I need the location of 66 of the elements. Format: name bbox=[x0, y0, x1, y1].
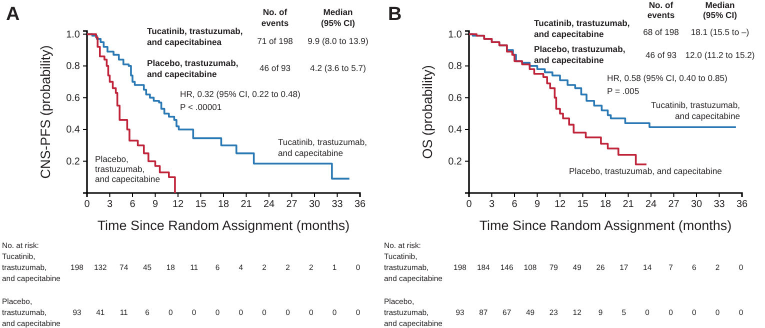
y-tick-label: 0.4 bbox=[448, 124, 462, 136]
series-label: Tucatinib, trastuzumab, and capecitabine bbox=[278, 137, 368, 158]
x-tick-label: 21 bbox=[622, 199, 634, 210]
x-tick-label: 12 bbox=[554, 199, 566, 210]
x-tick-label: 36 bbox=[736, 199, 748, 210]
x-tick-label: 0 bbox=[84, 199, 90, 210]
series-label: Tucatinib, trastuzumab, and capecitabine bbox=[650, 100, 740, 121]
y-tick-label: 1.0 bbox=[66, 29, 80, 40]
annotation: 9.9 (8.0 to 13.9) bbox=[308, 36, 368, 46]
x-tick-label: 9 bbox=[534, 199, 540, 210]
annotation: 46 of 93 bbox=[259, 63, 291, 73]
x-tick-label: 15 bbox=[577, 199, 589, 210]
y-tick-label: 0.6 bbox=[66, 92, 80, 104]
y-tick-label: 0.4 bbox=[66, 124, 80, 136]
x-tick-label: 9 bbox=[152, 199, 158, 210]
y-tick-label: 0.2 bbox=[66, 156, 80, 168]
text: No. of events bbox=[647, 0, 675, 20]
x-tick-label: 12 bbox=[172, 199, 184, 210]
x-tick-label: 27 bbox=[286, 199, 298, 210]
y-axis-title: OS (probability) bbox=[420, 65, 435, 159]
x-tick-label: 27 bbox=[668, 199, 680, 210]
x-tick-label: 6 bbox=[512, 199, 518, 210]
x-tick-label: 6 bbox=[130, 199, 136, 210]
y-axis-title: CNS-PFS (probability) bbox=[38, 45, 53, 179]
x-tick-label: 15 bbox=[195, 199, 207, 210]
text: Median (95% CI) bbox=[321, 7, 356, 28]
y-tick-label: 0.2 bbox=[448, 156, 462, 168]
x-tick-label: 33 bbox=[714, 199, 726, 210]
annotation: Placebo, trastuzumab, and capecitabine bbox=[534, 44, 626, 65]
annotation: Placebo, trastuzumab, and capecitabine bbox=[147, 58, 238, 79]
annotation: Tucatinib, trastuzumab, and capecitabinea bbox=[147, 26, 243, 47]
annotation: 4.2 (3.6 to 5.7) bbox=[310, 63, 366, 73]
y-tick-label: 1.0 bbox=[448, 29, 462, 40]
annotation: 71 of 198 bbox=[257, 36, 294, 46]
annotation: 18.1 (15.5 to –) bbox=[690, 27, 750, 37]
annotation: HR, 0.32 (95% CI, 0.22 to 0.48) bbox=[180, 89, 301, 99]
annotation: P = .005 bbox=[607, 86, 640, 96]
series-label: Placebo, trastuzumab, and capecitabine bbox=[95, 154, 160, 184]
x-tick-label: 21 bbox=[240, 199, 252, 210]
annotation: Tucatinib, trastuzumab, and capecitabine bbox=[534, 18, 630, 39]
y-tick-label: 0.8 bbox=[448, 61, 462, 72]
x-tick-label: 3 bbox=[106, 199, 113, 210]
text: Median (95% CI) bbox=[703, 0, 738, 20]
x-tick-label: 36 bbox=[354, 199, 366, 210]
annotation: 68 of 198 bbox=[643, 27, 680, 37]
x-tick-label: 0 bbox=[466, 199, 472, 210]
chart-title: B bbox=[388, 4, 402, 25]
text: No. of events bbox=[261, 7, 289, 28]
x-tick-label: 30 bbox=[690, 199, 702, 210]
y-tick-label: 0.8 bbox=[66, 61, 80, 72]
series-label: Placebo, trastuzumab, and capecitabine bbox=[569, 166, 722, 176]
x-tick-label: 3 bbox=[488, 199, 495, 210]
x-tick-label: 24 bbox=[263, 199, 275, 210]
x-tick-label: 24 bbox=[645, 199, 657, 210]
x-axis-title: Time Since Random Assignment (months) bbox=[479, 218, 732, 233]
chart-title: A bbox=[6, 4, 20, 25]
x-tick-label: 33 bbox=[332, 199, 344, 210]
annotation: 46 of 93 bbox=[645, 50, 677, 60]
x-tick-label: 30 bbox=[308, 199, 320, 210]
annotation: P < .00001 bbox=[180, 102, 222, 112]
x-axis-title: Time Since Random Assignment (months) bbox=[97, 218, 350, 233]
x-tick-label: 18 bbox=[218, 199, 230, 210]
annotation: HR, 0.58 (95% CI, 0.40 to 0.85) bbox=[607, 73, 728, 83]
y-tick-label: 0.6 bbox=[448, 92, 462, 104]
x-tick-label: 18 bbox=[600, 199, 612, 210]
annotation: 12.0 (11.2 to 15.2) bbox=[685, 50, 755, 60]
